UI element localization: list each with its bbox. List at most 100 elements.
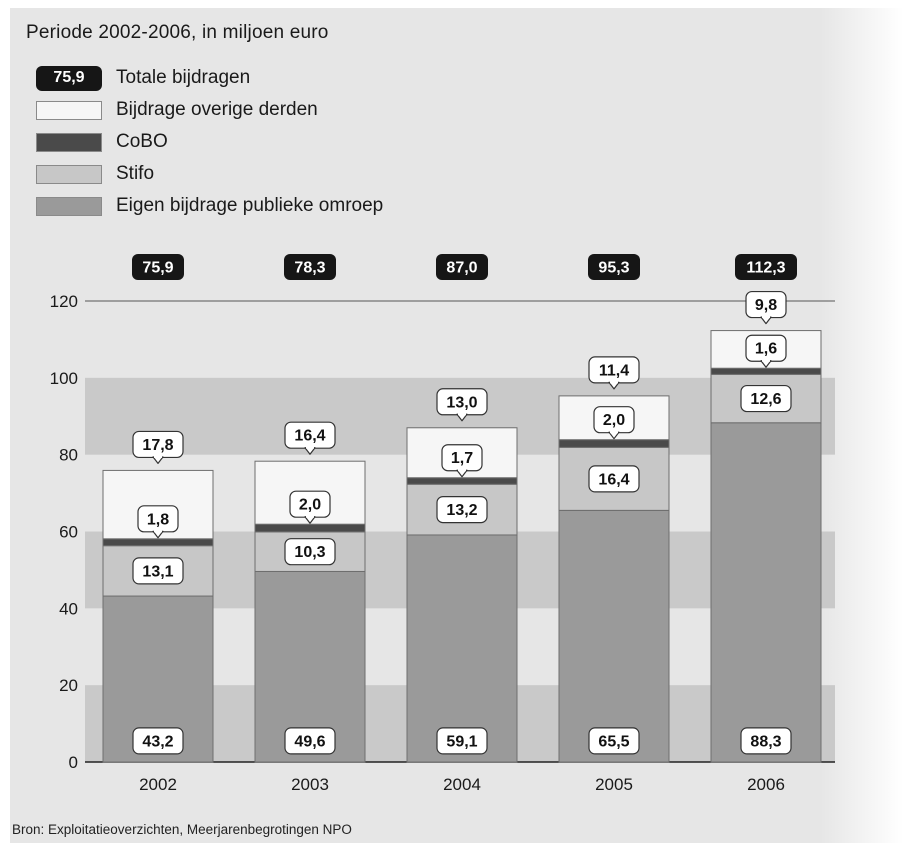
legend-label-overige: Bijdrage overige derden bbox=[116, 99, 318, 120]
data-label-cobo-text: 1,6 bbox=[755, 341, 777, 358]
bar-segment-eigen bbox=[558, 509, 670, 763]
total-badge-box bbox=[735, 254, 797, 280]
y-tick-label: 100 bbox=[50, 369, 78, 388]
bar-segment-cobo bbox=[254, 523, 366, 533]
total-badge-box bbox=[436, 254, 488, 280]
legend-label-totaal: Totale bijdragen bbox=[116, 67, 251, 88]
data-label-overige-pointer-cover bbox=[458, 412, 466, 416]
y-tick-label: 40 bbox=[59, 599, 78, 618]
data-label-stifo-text: 10,3 bbox=[294, 544, 325, 561]
data-label-eigen-box bbox=[132, 727, 184, 755]
y-tick-label: 80 bbox=[59, 446, 78, 465]
data-label-eigen: 43,2 bbox=[132, 727, 184, 755]
data-label-cobo: 1,8 bbox=[137, 505, 179, 539]
x-tick-label: 2004 bbox=[443, 775, 481, 794]
data-label-stifo-box bbox=[436, 496, 488, 524]
data-label-eigen-text: 65,5 bbox=[598, 733, 629, 750]
source-note: Bron: Exploitatieoverzichten, Meerjarenb… bbox=[12, 822, 352, 837]
data-label-overige-pointer-cover bbox=[762, 315, 770, 319]
data-label-stifo-box bbox=[588, 465, 640, 493]
data-label-eigen: 59,1 bbox=[436, 727, 488, 755]
x-tick-label: 2006 bbox=[747, 775, 785, 794]
total-badge-text: 112,3 bbox=[746, 260, 785, 277]
bar-segment-eigen bbox=[406, 534, 518, 763]
data-label-overige-text: 16,4 bbox=[294, 428, 325, 445]
total-badge-text: 87,0 bbox=[446, 260, 477, 277]
data-label-overige: 17,8 bbox=[132, 430, 184, 465]
data-label-stifo-text: 13,1 bbox=[142, 563, 173, 580]
data-label-cobo: 2,0 bbox=[289, 490, 331, 524]
total-badge-text: 78,3 bbox=[294, 260, 325, 277]
legend-swatch-stifo bbox=[36, 164, 102, 184]
data-label-cobo-pointer-cover bbox=[458, 468, 466, 472]
data-label-eigen: 88,3 bbox=[740, 727, 792, 755]
bar-segment-eigen bbox=[710, 422, 822, 763]
data-label-stifo: 10,3 bbox=[284, 538, 336, 566]
data-label-eigen-text: 59,1 bbox=[446, 733, 477, 750]
y-tick-label: 60 bbox=[59, 523, 78, 542]
data-label-eigen-box bbox=[588, 727, 640, 755]
bar-segment-cobo bbox=[710, 367, 822, 375]
legend-swatch-cobo bbox=[36, 132, 102, 152]
data-label-overige: 11,4 bbox=[588, 356, 640, 390]
legend-item-totaal: 75,9 Totale bijdragen bbox=[36, 62, 383, 94]
data-label-eigen-box bbox=[740, 727, 792, 755]
total-badge-text: 95,3 bbox=[598, 260, 629, 277]
data-label-stifo-box bbox=[284, 538, 336, 566]
data-label-cobo-pointer-cover bbox=[762, 359, 770, 362]
legend-item-stifo: Stifo bbox=[36, 158, 383, 190]
bar-segment-cobo bbox=[102, 538, 214, 547]
y-tick-label: 0 bbox=[69, 753, 78, 772]
total-badge-box bbox=[132, 254, 184, 280]
data-label-stifo-text: 12,6 bbox=[750, 391, 781, 408]
legend-item-cobo: CoBO bbox=[36, 126, 383, 158]
bar-segment-cobo bbox=[558, 439, 670, 448]
data-label-eigen: 49,6 bbox=[284, 727, 336, 755]
data-label-overige-pointer-cover bbox=[306, 446, 314, 449]
data-label-stifo-box bbox=[740, 384, 792, 413]
data-label-overige-text: 13,0 bbox=[446, 394, 477, 411]
data-label-cobo-pointer-cover bbox=[610, 430, 618, 434]
data-label-cobo-pointer-cover bbox=[154, 529, 162, 533]
data-label-stifo-text: 13,2 bbox=[446, 502, 477, 519]
data-label-cobo: 1,7 bbox=[441, 444, 483, 478]
data-label-stifo: 13,1 bbox=[132, 557, 184, 585]
data-label-overige-pointer-cover bbox=[610, 380, 618, 384]
data-label-eigen-text: 49,6 bbox=[294, 733, 325, 750]
y-tick-label: 120 bbox=[50, 292, 78, 311]
legend-label-stifo: Stifo bbox=[116, 163, 155, 184]
data-label-overige: 13,0 bbox=[436, 388, 488, 422]
data-label-stifo-text: 16,4 bbox=[598, 471, 629, 488]
legend-swatch-eigen bbox=[36, 196, 102, 216]
legend-item-overige: Bijdrage overige derden bbox=[36, 94, 383, 126]
data-label-cobo-text: 1,8 bbox=[147, 511, 169, 528]
data-label-cobo-text: 1,7 bbox=[451, 450, 473, 467]
legend-total-badge: 75,9 bbox=[36, 65, 102, 91]
data-label-overige-pointer-cover bbox=[154, 455, 162, 458]
data-label-eigen-box bbox=[436, 727, 488, 755]
legend-label-cobo: CoBO bbox=[116, 131, 168, 152]
data-label-cobo-pointer-cover bbox=[306, 515, 314, 518]
data-label-overige: 9,8 bbox=[745, 290, 787, 325]
data-label-eigen: 65,5 bbox=[588, 727, 640, 755]
data-label-stifo: 13,2 bbox=[436, 496, 488, 524]
data-label-cobo-text: 2,0 bbox=[299, 497, 321, 514]
x-tick-label: 2003 bbox=[291, 775, 329, 794]
x-tick-label: 2005 bbox=[595, 775, 633, 794]
data-label-stifo: 16,4 bbox=[588, 465, 640, 493]
data-label-stifo: 12,6 bbox=[740, 384, 792, 413]
chart-title: Periode 2002-2006, in miljoen euro bbox=[26, 22, 329, 43]
data-label-overige-text: 17,8 bbox=[142, 437, 173, 454]
data-label-stifo-box bbox=[132, 557, 184, 585]
data-label-overige: 16,4 bbox=[284, 421, 336, 455]
data-label-overige-text: 9,8 bbox=[755, 297, 777, 314]
y-tick-label: 20 bbox=[59, 676, 78, 695]
data-label-eigen-text: 43,2 bbox=[142, 733, 173, 750]
legend-label-eigen: Eigen bijdrage publieke omroep bbox=[116, 195, 384, 216]
total-badge-box bbox=[588, 254, 640, 280]
bar-segment-cobo bbox=[406, 477, 518, 485]
data-label-overige-text: 11,4 bbox=[599, 362, 629, 379]
data-label-cobo: 2,0 bbox=[593, 406, 635, 440]
data-label-eigen-text: 88,3 bbox=[750, 733, 781, 750]
data-label-cobo-text: 2,0 bbox=[603, 412, 625, 429]
